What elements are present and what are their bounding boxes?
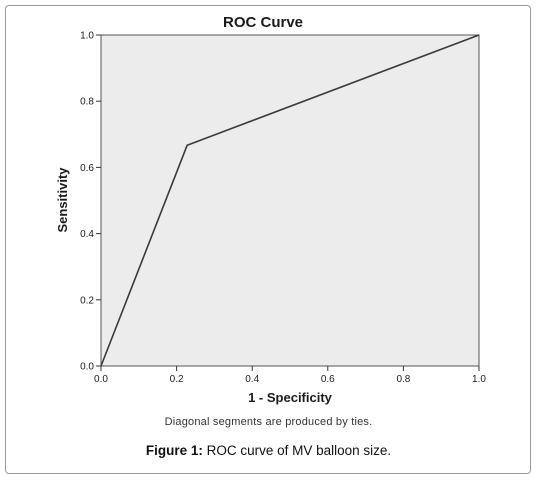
roc-curve-line: [100, 34, 480, 367]
y-tick-label: 0.0: [80, 362, 94, 373]
y-tick-label: 0.8: [80, 97, 94, 108]
roc-chart: ROC Curve 0.0 0.2 0.4 0.6 0.8 1.0 0.00.20.40.…: [55, 14, 486, 405]
y-tick-label: 0.4: [80, 229, 94, 240]
y-axis-ticks: 0.0 0.2 0.4 0.6 0.8 1.0: [80, 31, 101, 373]
x-tick-label: 0.6: [321, 374, 335, 385]
caption-prefix: Figure 1:: [145, 443, 203, 458]
x-axis-ticks: 0.0 0.2 0.4 0.6 0.8 1.0: [94, 366, 486, 385]
x-tick-label: 0.2: [170, 374, 184, 385]
x-tick-label: 0.4: [245, 374, 259, 385]
x-tick-label: 0.0: [94, 374, 108, 385]
x-tick-label: 0.8: [396, 374, 410, 385]
chart-title: ROC Curve: [223, 14, 303, 31]
plot-area: [100, 34, 480, 367]
x-axis-label: 1 - Specificity: [248, 390, 333, 405]
figure-caption: Figure 1: ROC curve of MV balloon size.: [0, 443, 537, 458]
roc-series: [100, 34, 480, 367]
x-tick-label: 1.0: [472, 374, 486, 385]
y-tick-label: 1.0: [80, 31, 94, 42]
y-axis-label: Sensitivity: [55, 167, 70, 233]
y-tick-label: 0.6: [80, 163, 94, 174]
y-tick-label: 0.2: [80, 295, 94, 306]
caption-text: ROC curve of MV balloon size.: [202, 443, 392, 458]
chart-footnote: Diagonal segments are produced by ties.: [164, 416, 373, 428]
